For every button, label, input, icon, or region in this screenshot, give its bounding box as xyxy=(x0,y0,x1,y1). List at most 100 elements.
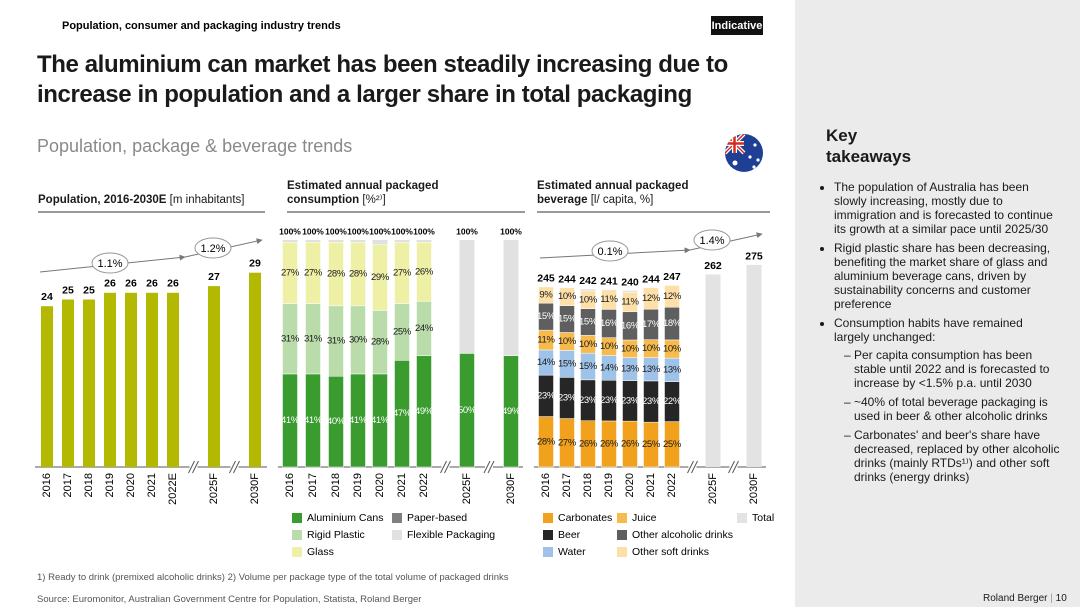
segment-label: 10% xyxy=(621,343,640,354)
bullet: The population of Australia has been slo… xyxy=(834,180,1060,236)
x-tick-label: 2016 xyxy=(284,473,296,497)
bar xyxy=(62,299,74,467)
value-label: 26 xyxy=(125,278,137,290)
total-label: 100% xyxy=(302,226,324,236)
legend-label: Juice xyxy=(632,512,657,524)
segment-label: 15% xyxy=(579,317,598,328)
legend-swatch xyxy=(617,547,627,557)
x-tick-label: 2025F xyxy=(707,473,719,504)
axis-break xyxy=(487,460,495,474)
bar xyxy=(146,292,158,467)
legend-label: Rigid Plastic xyxy=(307,529,365,541)
legend-swatch xyxy=(617,530,627,540)
segment-label: 47% xyxy=(393,408,412,419)
x-tick-label: 2018 xyxy=(582,473,594,497)
segment-label: 27% xyxy=(281,267,300,278)
x-tick-label: 2019 xyxy=(603,473,615,497)
segment-label: 49% xyxy=(415,406,434,417)
slide-subtitle: Population, package & beverage trends xyxy=(37,136,353,156)
x-tick-label: 2018 xyxy=(330,473,342,497)
bar-segment xyxy=(580,290,596,309)
flag xyxy=(725,134,763,172)
segment-label: 9% xyxy=(539,290,553,301)
axis-break xyxy=(444,460,451,474)
bar-segment xyxy=(350,242,366,307)
total-label: 275 xyxy=(745,251,763,263)
segment-label: 28% xyxy=(349,269,368,280)
segment-label: 23% xyxy=(600,395,619,406)
axis-break xyxy=(728,460,735,474)
bar xyxy=(167,292,179,467)
segment-label: 23% xyxy=(642,396,661,407)
total-label: 100% xyxy=(279,226,301,236)
x-tick-label: 2016 xyxy=(540,473,552,497)
segment-label: 41% xyxy=(349,415,368,426)
axis-break xyxy=(732,460,739,474)
value-label: 26 xyxy=(104,278,116,290)
total-label: 262 xyxy=(704,260,722,272)
bar-total xyxy=(746,264,762,467)
sub-list: Per capita consumption has been stable u… xyxy=(834,348,1060,484)
segment-label: 41% xyxy=(371,415,390,426)
segment-label: 18% xyxy=(663,318,682,329)
segment-label: 29% xyxy=(371,272,390,283)
axis-break xyxy=(440,460,447,474)
segment-label: 49% xyxy=(502,406,521,417)
segment-label: 27% xyxy=(393,267,412,278)
legend-swatch xyxy=(737,513,747,523)
legend-label: Other soft drinks xyxy=(632,546,709,558)
bar xyxy=(41,306,53,467)
bar xyxy=(104,292,116,467)
value-label: 25 xyxy=(62,284,74,296)
cagr-label: 1.1% xyxy=(97,258,122,270)
segment-label: 10% xyxy=(558,291,577,302)
x-tick-label: 2017 xyxy=(561,473,573,497)
bar-segment xyxy=(282,242,298,304)
segment-label: 10% xyxy=(600,341,619,352)
bar-segment xyxy=(305,242,321,304)
x-tick-label: 2017 xyxy=(307,473,319,497)
segment-label: 23% xyxy=(579,395,598,406)
total-label: 242 xyxy=(579,275,597,287)
legend-label: Carbonates xyxy=(558,512,612,524)
segment-label: 23% xyxy=(621,395,640,406)
total-label: 247 xyxy=(663,271,681,283)
brand-text: Roland Berger xyxy=(983,593,1048,604)
bar-segment xyxy=(538,286,554,304)
cagr-bubble xyxy=(91,252,129,274)
legend-label: Paper-based xyxy=(407,512,467,524)
legend-swatch xyxy=(392,513,402,523)
x-tick-label: 2020 xyxy=(624,473,636,497)
segment-label: 27% xyxy=(558,437,577,448)
segment-label: 22% xyxy=(663,396,682,407)
segment-label: 25% xyxy=(642,439,661,450)
x-tick-label: 2021 xyxy=(146,473,158,497)
axis-break xyxy=(192,460,199,474)
segment-label: 14% xyxy=(600,362,619,373)
x-tick-label: 2020 xyxy=(374,473,386,497)
bar-segment xyxy=(328,242,344,307)
chart-title: Estimated annual packaged consumption [%… xyxy=(287,179,462,207)
segment-label: 12% xyxy=(642,293,661,304)
badge: Indicative xyxy=(712,20,763,32)
legend-swatch xyxy=(292,530,302,540)
total-label: 100% xyxy=(325,226,347,236)
footnote: 1) Ready to drink (premixed alcoholic dr… xyxy=(37,572,509,583)
legend-swatch xyxy=(543,513,553,523)
chart-unit: [m inhabitants] xyxy=(169,194,245,206)
axis-break xyxy=(233,460,240,474)
value-label: 27 xyxy=(208,271,220,283)
bar xyxy=(83,299,95,467)
segment-label: 31% xyxy=(327,336,346,347)
value-label: 24 xyxy=(41,291,53,303)
legend-swatch xyxy=(543,530,553,540)
badge-bg xyxy=(711,16,763,35)
chart-unit: [%²⁾] xyxy=(362,194,386,206)
segment-label: 13% xyxy=(663,364,682,375)
x-tick-label: 2022 xyxy=(666,473,678,497)
bar-segment xyxy=(664,285,680,308)
cagr-label: 0.1% xyxy=(597,246,622,258)
x-tick-label: 2016 xyxy=(41,473,53,497)
segment-label: 40% xyxy=(327,416,346,427)
cagr-bubble xyxy=(591,240,629,262)
